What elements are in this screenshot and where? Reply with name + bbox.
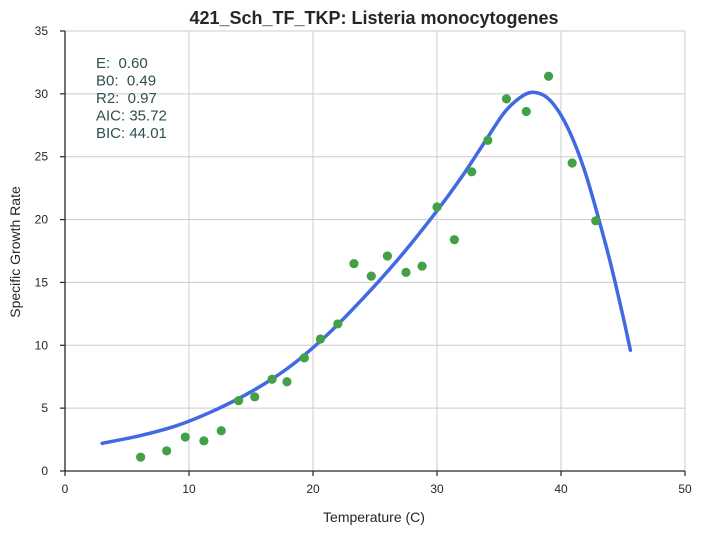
data-point-16 (417, 261, 427, 271)
y-tick-label-6: 30 (35, 87, 49, 101)
data-point-13 (366, 271, 376, 281)
data-point-24 (567, 158, 577, 168)
y-axis-ticks: 0 5 10 15 20 25 30 35 (35, 24, 65, 478)
y-tick-label-1: 5 (41, 401, 48, 415)
data-point-7 (267, 374, 277, 384)
data-point-11 (333, 319, 343, 329)
chart-title: 421_Sch_TF_TKP: Listeria monocytogenes (189, 8, 558, 28)
y-tick-label-4: 20 (35, 213, 49, 227)
fit-curve-group (100, 90, 633, 446)
data-point-21 (501, 94, 512, 104)
data-point-9 (299, 353, 309, 363)
data-point-18 (449, 235, 459, 245)
y-tick-label-3: 15 (35, 275, 49, 289)
data-point-12 (349, 258, 359, 269)
x-axis-label: Temperature (C) (323, 509, 425, 525)
data-point-20 (483, 135, 493, 145)
fit-curve (100, 90, 633, 446)
data-point-2 (180, 432, 190, 442)
stat-line-0: E: 0.60 (96, 55, 148, 72)
data-point-19 (467, 167, 477, 177)
observed-points (136, 71, 601, 462)
data-point-23 (544, 71, 554, 81)
axes (64, 31, 685, 472)
data-point-1 (162, 446, 172, 456)
data-point-8 (282, 377, 292, 387)
data-point-0 (136, 452, 146, 462)
stat-line-3: AIC: 35.72 (96, 108, 167, 125)
x-tick-label-5: 50 (678, 482, 692, 496)
grid (64, 30, 686, 472)
x-tick-label-2: 20 (306, 482, 320, 496)
data-point-4 (216, 426, 226, 436)
y-axis-label: Specific Growth Rate (7, 186, 23, 318)
data-point-3 (199, 436, 209, 446)
x-tick-label-1: 10 (182, 482, 196, 496)
x-tick-label-4: 40 (554, 482, 568, 496)
stat-line-4: BIC: 44.01 (96, 125, 167, 142)
data-point-10 (315, 334, 326, 344)
y-tick-label-5: 25 (35, 150, 49, 164)
data-point-25 (591, 216, 601, 226)
data-point-17 (432, 202, 442, 212)
data-point-15 (401, 267, 411, 277)
data-point-6 (250, 392, 260, 402)
x-axis-ticks: 0 10 20 30 40 50 (62, 471, 692, 496)
data-point-22 (521, 106, 531, 117)
data-point-5 (234, 396, 244, 406)
data-point-14 (382, 251, 392, 261)
y-tick-label-2: 10 (35, 338, 49, 352)
stat-line-2: R2: 0.97 (96, 90, 157, 107)
stat-line-1: B0: 0.49 (96, 73, 156, 90)
y-tick-label-0: 0 (41, 464, 48, 478)
y-tick-label-7: 35 (35, 24, 49, 38)
x-tick-label-3: 30 (430, 482, 444, 496)
x-tick-label-0: 0 (62, 482, 69, 496)
